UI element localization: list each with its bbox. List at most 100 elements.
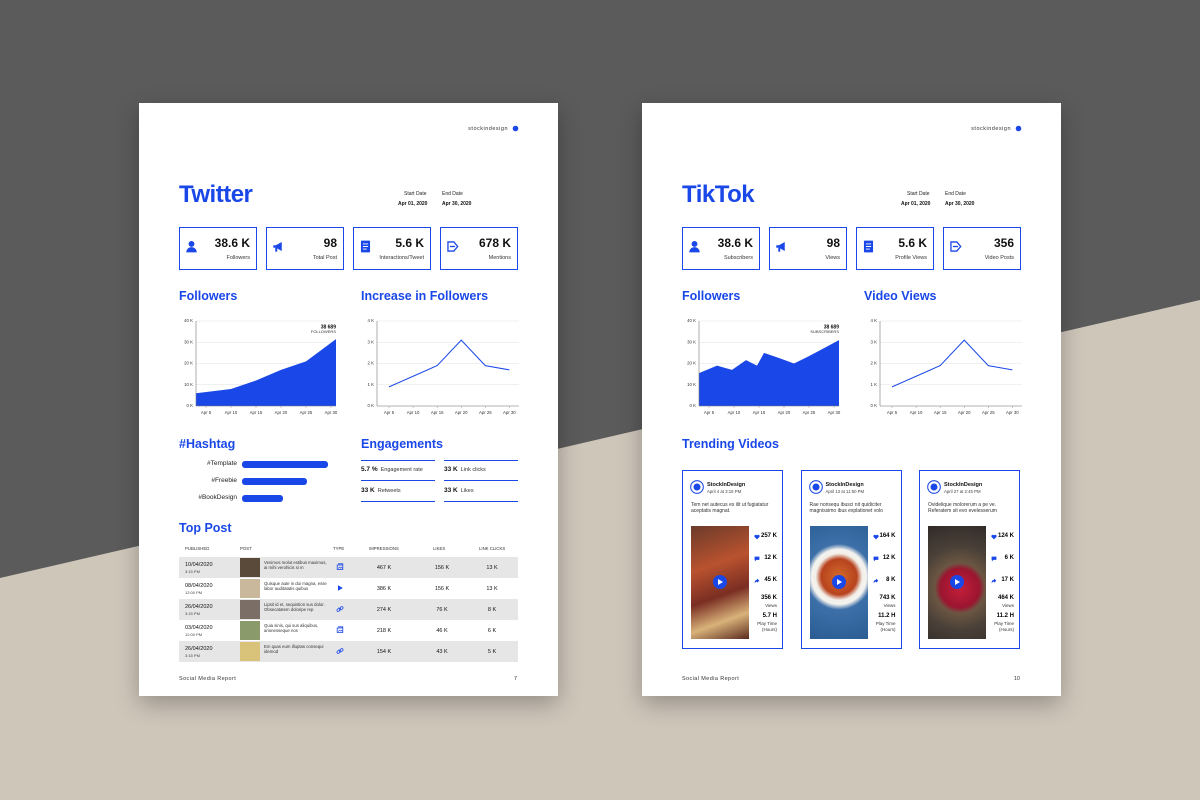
stat-card: 38.6 K Followers	[179, 227, 257, 270]
column-header: PUBLISHED	[185, 546, 210, 551]
stat-value: 356	[993, 236, 1014, 250]
section-title: Top Post	[179, 521, 232, 535]
stat-icon	[754, 578, 760, 584]
post-thumbnail	[240, 621, 260, 640]
post-type-icon	[336, 606, 344, 612]
bar	[242, 461, 328, 468]
end-date-label: End Date	[945, 191, 966, 197]
section-title: Video Views	[864, 289, 937, 303]
stat-value: 98	[323, 236, 337, 250]
page-title: Twitter	[179, 181, 253, 208]
area	[196, 339, 336, 406]
views-label: Views	[883, 603, 896, 608]
published-date: 10/04/2020	[185, 562, 213, 568]
post-text: Em quas eum illuptas consequi idemod	[264, 644, 324, 654]
play-time-label: Play Time (Hours)	[757, 621, 777, 632]
stat-label: Views	[825, 255, 840, 261]
y-tick-label: 10 K	[687, 382, 696, 387]
engagement-value: 33 K	[444, 487, 458, 494]
stat-label: Subscribers	[723, 255, 753, 261]
annotation-value: 38 689	[824, 324, 840, 330]
x-tick-label: Apr 5	[201, 410, 212, 415]
brand: stockindesign	[468, 126, 508, 132]
post-date: April 13 at 11:50 PM	[825, 489, 865, 494]
likes: 156 K	[434, 586, 450, 592]
published-time: 3:15 PM	[185, 611, 200, 616]
play-button	[713, 575, 727, 589]
impressions: 386 K	[376, 586, 392, 592]
page-title: TikTok	[682, 181, 755, 208]
video-card: StockInDesign April 13 at 11:50 PM Rae non…	[800, 470, 902, 649]
divider	[361, 501, 435, 502]
annotation-label: FOLLOWERS	[311, 329, 336, 334]
column-header: POST	[240, 546, 252, 551]
published-date: 26/04/2020	[185, 646, 213, 652]
divider	[361, 480, 435, 481]
stat-value: 5.6 K	[395, 236, 424, 250]
stat-icon	[447, 241, 459, 252]
link-clicks: 13 K	[486, 586, 498, 592]
post-text: Quisque aute in dui magna, esse labor au…	[264, 581, 327, 591]
play-time: 11.2 H	[878, 613, 896, 619]
bar	[242, 495, 284, 502]
x-tick-label: Apr 5	[704, 410, 715, 415]
column-header: LIKES	[433, 546, 446, 551]
stat-card: 356 Video Posts	[943, 227, 1021, 270]
views-label: Views	[765, 603, 777, 608]
stat-label: Total Post	[312, 255, 337, 261]
avatar	[690, 480, 704, 494]
post-thumbnail	[240, 579, 260, 598]
likes: 43 K	[436, 649, 448, 655]
stat-label: Followers	[226, 255, 250, 261]
post-thumbnail	[240, 600, 260, 619]
stat-icon	[754, 556, 760, 562]
post-type-icon	[336, 648, 344, 654]
views: 743 K	[879, 595, 896, 601]
video-card: StockInDesign April 27 at 2:45 PM Ovideliq…	[919, 470, 1020, 649]
views: 356 K	[760, 595, 777, 601]
y-tick-label: 40 K	[184, 318, 193, 323]
stat-icon	[873, 556, 878, 562]
x-tick-label: Apr 5	[384, 410, 395, 415]
divider	[444, 501, 518, 502]
x-tick-label: Apr 25	[803, 410, 816, 415]
x-tick-label: Apr 15	[250, 410, 263, 415]
engagement-label: Retweets	[377, 488, 401, 494]
y-tick-label: 3 K	[368, 339, 375, 344]
published-time: 12:00 PM	[185, 590, 203, 595]
x-tick-label: Apr 15	[431, 410, 444, 415]
x-tick-label: Apr 25	[300, 410, 313, 415]
stat-label: Mentions	[488, 255, 511, 261]
stat-card: 678 K Mentions	[440, 227, 518, 270]
end-date: Apr 30, 2020	[442, 201, 472, 207]
y-tick-label: 0 K	[690, 403, 697, 408]
stat-icon	[991, 556, 997, 562]
x-tick-label: Apr 5	[887, 410, 898, 415]
section-title: Followers	[179, 289, 238, 303]
stat-icon	[689, 240, 700, 253]
engagement-value: 33 K	[361, 487, 375, 494]
link-clicks: 6 K	[487, 628, 497, 634]
y-tick-label: 0 K	[187, 403, 194, 408]
impressions: 467 K	[376, 565, 392, 571]
divider	[444, 480, 518, 481]
x-tick-label: Apr 10	[910, 410, 923, 415]
stat-label: Video Posts	[984, 255, 1014, 261]
post-date: April 4 at 3:15 PM	[707, 489, 742, 494]
x-tick-label: Apr 20	[455, 410, 468, 415]
y-tick-label: 0 K	[368, 403, 375, 408]
video-thumbnail	[809, 526, 868, 639]
published-date: 26/04/2020	[185, 604, 213, 610]
y-tick-label: 1 K	[871, 382, 878, 387]
y-tick-label: 40 K	[687, 318, 696, 323]
engagement-value: 5.7 %	[361, 466, 378, 473]
engagement-item: 33 K Likes	[444, 487, 474, 494]
stat-label: Interactions/Tweet	[379, 255, 424, 261]
stat-value: 38.6 K	[717, 236, 753, 250]
x-tick-label: Apr 20	[778, 410, 791, 415]
stat-card: 98 Total Post	[266, 227, 344, 270]
post-text: Ovidelique molorerum a pe ve. Referatem …	[928, 502, 997, 515]
stat-icon	[991, 534, 997, 540]
video-stat: 17 K	[1001, 577, 1014, 583]
